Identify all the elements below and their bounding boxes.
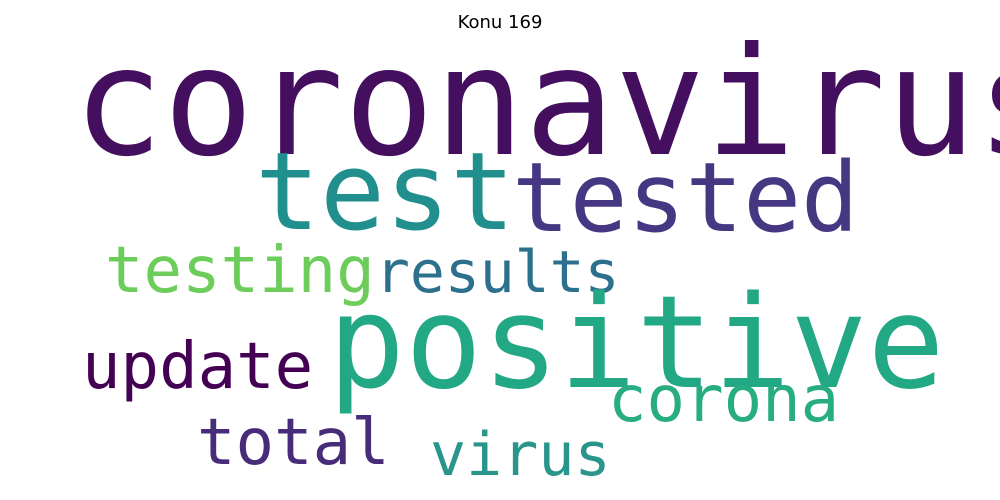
word-coronavirus: coronavirus: [73, 16, 1000, 190]
word-testing: testing: [105, 234, 375, 308]
word-positive: positive: [328, 269, 945, 418]
word-test: test: [255, 130, 516, 255]
word-update: update: [82, 330, 314, 404]
word-corona: corona: [608, 363, 840, 437]
chart-title: Konu 169: [457, 12, 543, 33]
word-total: total: [197, 406, 390, 480]
word-virus: virus: [430, 420, 611, 490]
word-tested: tested: [512, 142, 859, 254]
word-results: results: [375, 238, 620, 306]
